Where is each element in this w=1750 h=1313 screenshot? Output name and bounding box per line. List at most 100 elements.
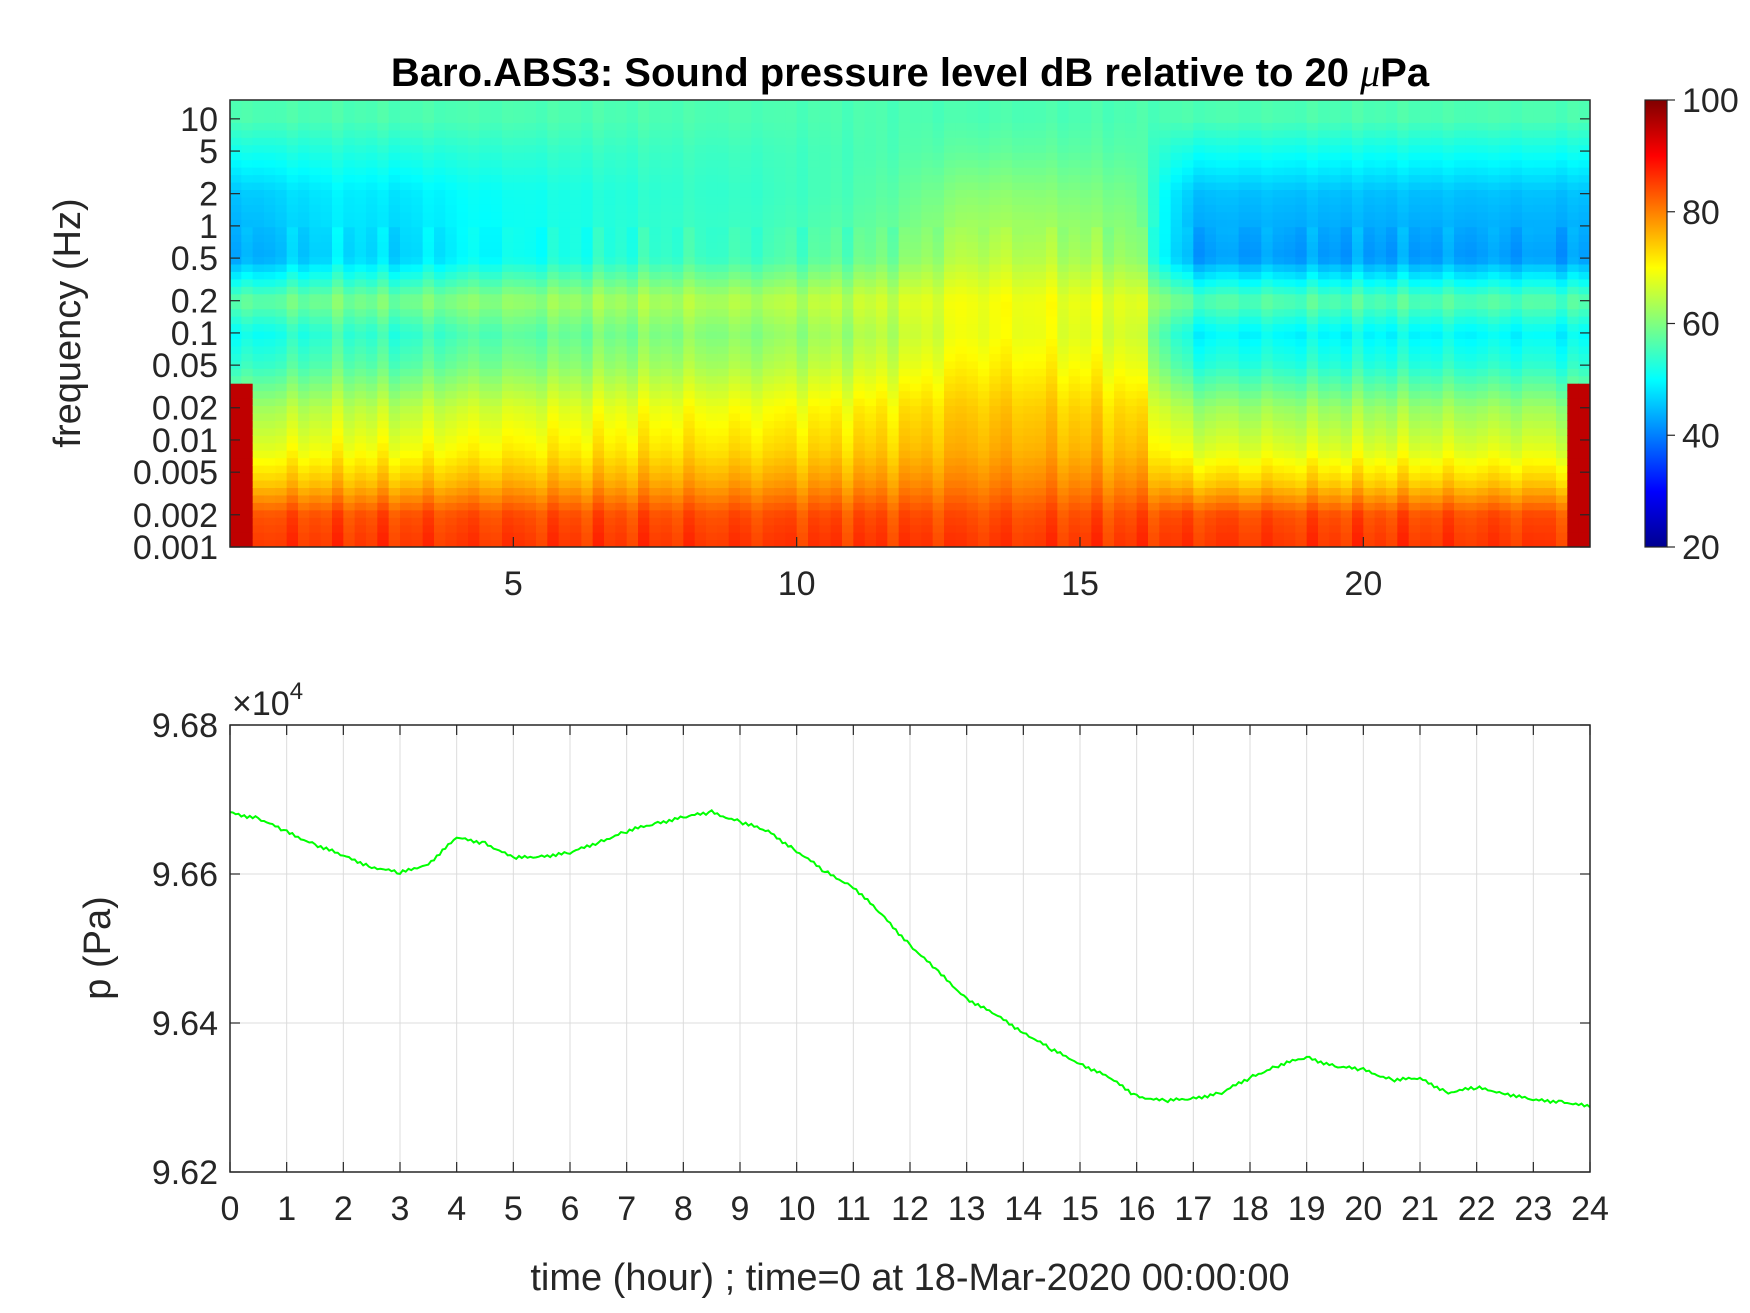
spectrogram-cell <box>1114 219 1126 228</box>
spectrogram-cell <box>309 234 322 243</box>
spectrogram-cell <box>989 405 1002 414</box>
spectrogram-cell <box>434 278 446 287</box>
spectrogram-cell <box>1080 159 1092 168</box>
spectrogram-cell <box>445 368 458 377</box>
spectrogram-cell <box>615 263 628 272</box>
spectrogram-cell <box>978 196 990 205</box>
spectrogram-cell <box>796 472 809 481</box>
spectrogram-cell <box>842 323 854 332</box>
spectrogram-cell <box>774 450 786 459</box>
spectrogram-cell <box>1091 263 1104 272</box>
spectrogram-cell <box>502 189 514 198</box>
spectrogram-cell <box>479 301 492 310</box>
spectrogram-cell <box>434 330 446 339</box>
spectrogram-cell <box>547 181 560 190</box>
spectrogram-cell <box>536 420 548 429</box>
spectrogram-cell <box>740 286 752 295</box>
spectrogram-cell <box>479 338 492 347</box>
spectrogram-cell <box>864 442 877 451</box>
spectrogram-cell <box>660 256 673 265</box>
spectrogram-cell <box>1148 167 1160 176</box>
spectrogram-cell <box>1057 479 1070 488</box>
spectrogram-cell <box>581 494 594 503</box>
spectrogram-cell <box>819 234 832 243</box>
spectrogram-cell <box>785 211 798 220</box>
spectrogram-cell <box>1114 509 1126 518</box>
spectrogram-cell <box>388 196 401 205</box>
spectrogram-cell <box>230 338 242 347</box>
spectrogram-cell <box>354 487 367 496</box>
spectrogram-cell <box>479 100 492 109</box>
spectrogram-cell <box>479 412 492 421</box>
spectrogram-cell <box>366 338 378 347</box>
spectrogram-cell <box>320 375 333 384</box>
spectrogram-cell <box>876 390 888 399</box>
spectrogram-cell <box>796 226 809 235</box>
spectrogram-cell <box>898 308 911 317</box>
spectrogram-cell <box>558 316 571 325</box>
spectrogram-cell <box>1148 457 1160 466</box>
spectrogram-cell <box>252 353 265 362</box>
spectrogram-cell <box>898 532 911 541</box>
spectrogram-cell <box>513 323 526 332</box>
spectrogram-cell <box>490 234 503 243</box>
spectrogram-cell <box>615 360 628 369</box>
spectrogram-cell <box>264 211 276 220</box>
spectrogram-cell <box>751 345 764 354</box>
spectrogram-cell <box>377 323 390 332</box>
spectrogram-cell <box>717 174 730 183</box>
spectrogram-cell <box>1136 234 1149 243</box>
spectrogram-cell <box>558 398 571 407</box>
spectrogram-cell <box>388 114 401 123</box>
spectrogram-cell <box>241 420 254 429</box>
spectrogram-cell <box>264 263 276 272</box>
spectrogram-cell <box>932 539 945 547</box>
spectrogram-cell <box>252 137 265 146</box>
spectrogram-cell <box>887 479 900 488</box>
spectrogram-cell <box>1125 539 1138 547</box>
spectrogram-cell <box>955 278 968 287</box>
spectrogram-cell <box>366 181 378 190</box>
spectrogram-cell <box>332 353 344 362</box>
spectrogram-cell <box>694 405 707 414</box>
spectrogram-cell <box>853 189 866 198</box>
spectrogram-cell <box>989 256 1002 265</box>
spectrogram-cell <box>989 509 1002 518</box>
spectrogram-cell <box>887 174 900 183</box>
spectrogram-cell <box>320 427 333 436</box>
spectrogram-cell <box>615 278 628 287</box>
spectrogram-cell <box>536 174 548 183</box>
spectrogram-cell <box>434 494 446 503</box>
spectrogram-cell <box>1034 517 1047 526</box>
spectrogram-cell <box>1159 532 1172 541</box>
spectrogram-cell <box>717 129 730 138</box>
spectrogram-cell <box>796 241 809 250</box>
spectrogram-cell <box>989 398 1002 407</box>
spectrogram-cell <box>434 181 446 190</box>
spectrogram-cell <box>400 174 412 183</box>
spectrogram-cell <box>524 435 537 444</box>
spectrogram-cell <box>615 129 628 138</box>
spectrogram-cell <box>1046 137 1058 146</box>
spectrogram-cell <box>400 442 412 451</box>
spectrogram-cell <box>944 390 956 399</box>
spectrogram-cell <box>252 412 265 421</box>
spectrogram-cell <box>955 479 968 488</box>
spectrogram-cell <box>740 196 752 205</box>
spectrogram-cell <box>955 196 968 205</box>
spectrogram-cell <box>592 539 605 547</box>
spectrogram-cell <box>910 234 922 243</box>
spectrogram-cell <box>592 427 605 436</box>
spectrogram-cell <box>638 539 650 547</box>
spectrogram-cell <box>422 450 435 459</box>
spectrogram-cell <box>615 211 628 220</box>
spectrogram-cell <box>944 323 956 332</box>
spectrogram-cell <box>1159 472 1172 481</box>
spectrogram-cell <box>978 487 990 496</box>
spectrogram-cell <box>354 502 367 511</box>
spectrogram-cell <box>570 129 582 138</box>
spectrogram-cell <box>706 338 718 347</box>
spectrogram-cell <box>524 360 537 369</box>
spectrogram-cell <box>626 278 639 287</box>
spectrogram-cell <box>354 427 367 436</box>
